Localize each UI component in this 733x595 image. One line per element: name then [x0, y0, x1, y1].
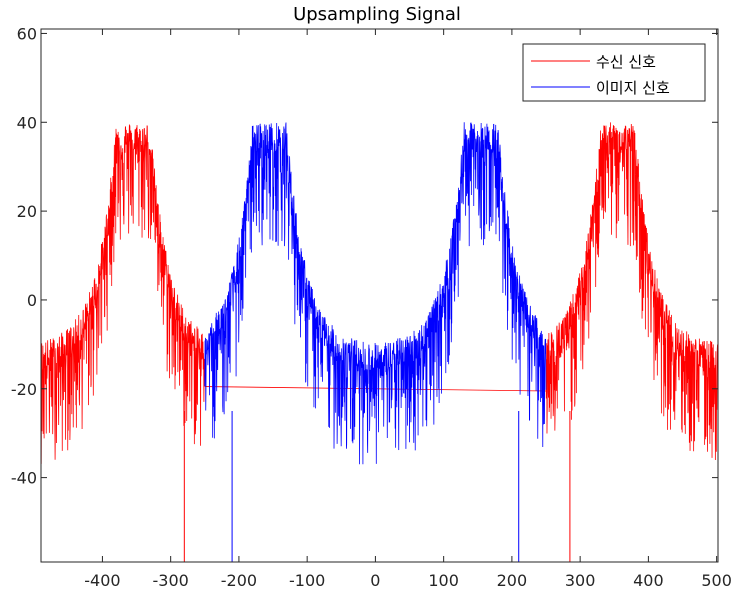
series-line	[545, 122, 718, 460]
y-tick-label: 20	[17, 202, 37, 221]
series-received	[41, 122, 718, 562]
x-tick-label: 0	[370, 571, 380, 590]
x-tick-label: 200	[497, 571, 528, 590]
y-tick-label: 60	[17, 24, 37, 43]
axes-box	[40, 28, 719, 563]
chart-title: Upsampling Signal	[293, 4, 461, 25]
y-tick-label: 0	[27, 291, 37, 310]
plot-area	[41, 122, 718, 562]
legend-label-received: 수신 신호	[596, 53, 656, 71]
x-tick-label: -300	[153, 571, 189, 590]
x-tick-label: 100	[428, 571, 459, 590]
x-tick-label: -200	[221, 571, 257, 590]
legend-label-image: 이미지 신호	[596, 79, 670, 97]
legend: 수신 신호 이미지 신호	[522, 43, 706, 102]
y-tick-label: -20	[11, 380, 37, 399]
y-tick-label: 40	[17, 113, 37, 132]
series-line	[41, 124, 206, 464]
legend-box	[522, 43, 706, 102]
x-tick-label: -100	[289, 571, 325, 590]
x-tick-label: 400	[633, 571, 664, 590]
x-tick-label: 500	[701, 571, 732, 590]
series-line	[204, 122, 547, 465]
y-tick-label: -40	[11, 469, 37, 488]
x-tick-label: -400	[84, 571, 120, 590]
axes: -400 -300 -200 -100 0 100 200 300 400 500-40-2002…	[11, 24, 732, 590]
series-image	[204, 122, 547, 562]
x-tick-label: 300	[565, 571, 596, 590]
